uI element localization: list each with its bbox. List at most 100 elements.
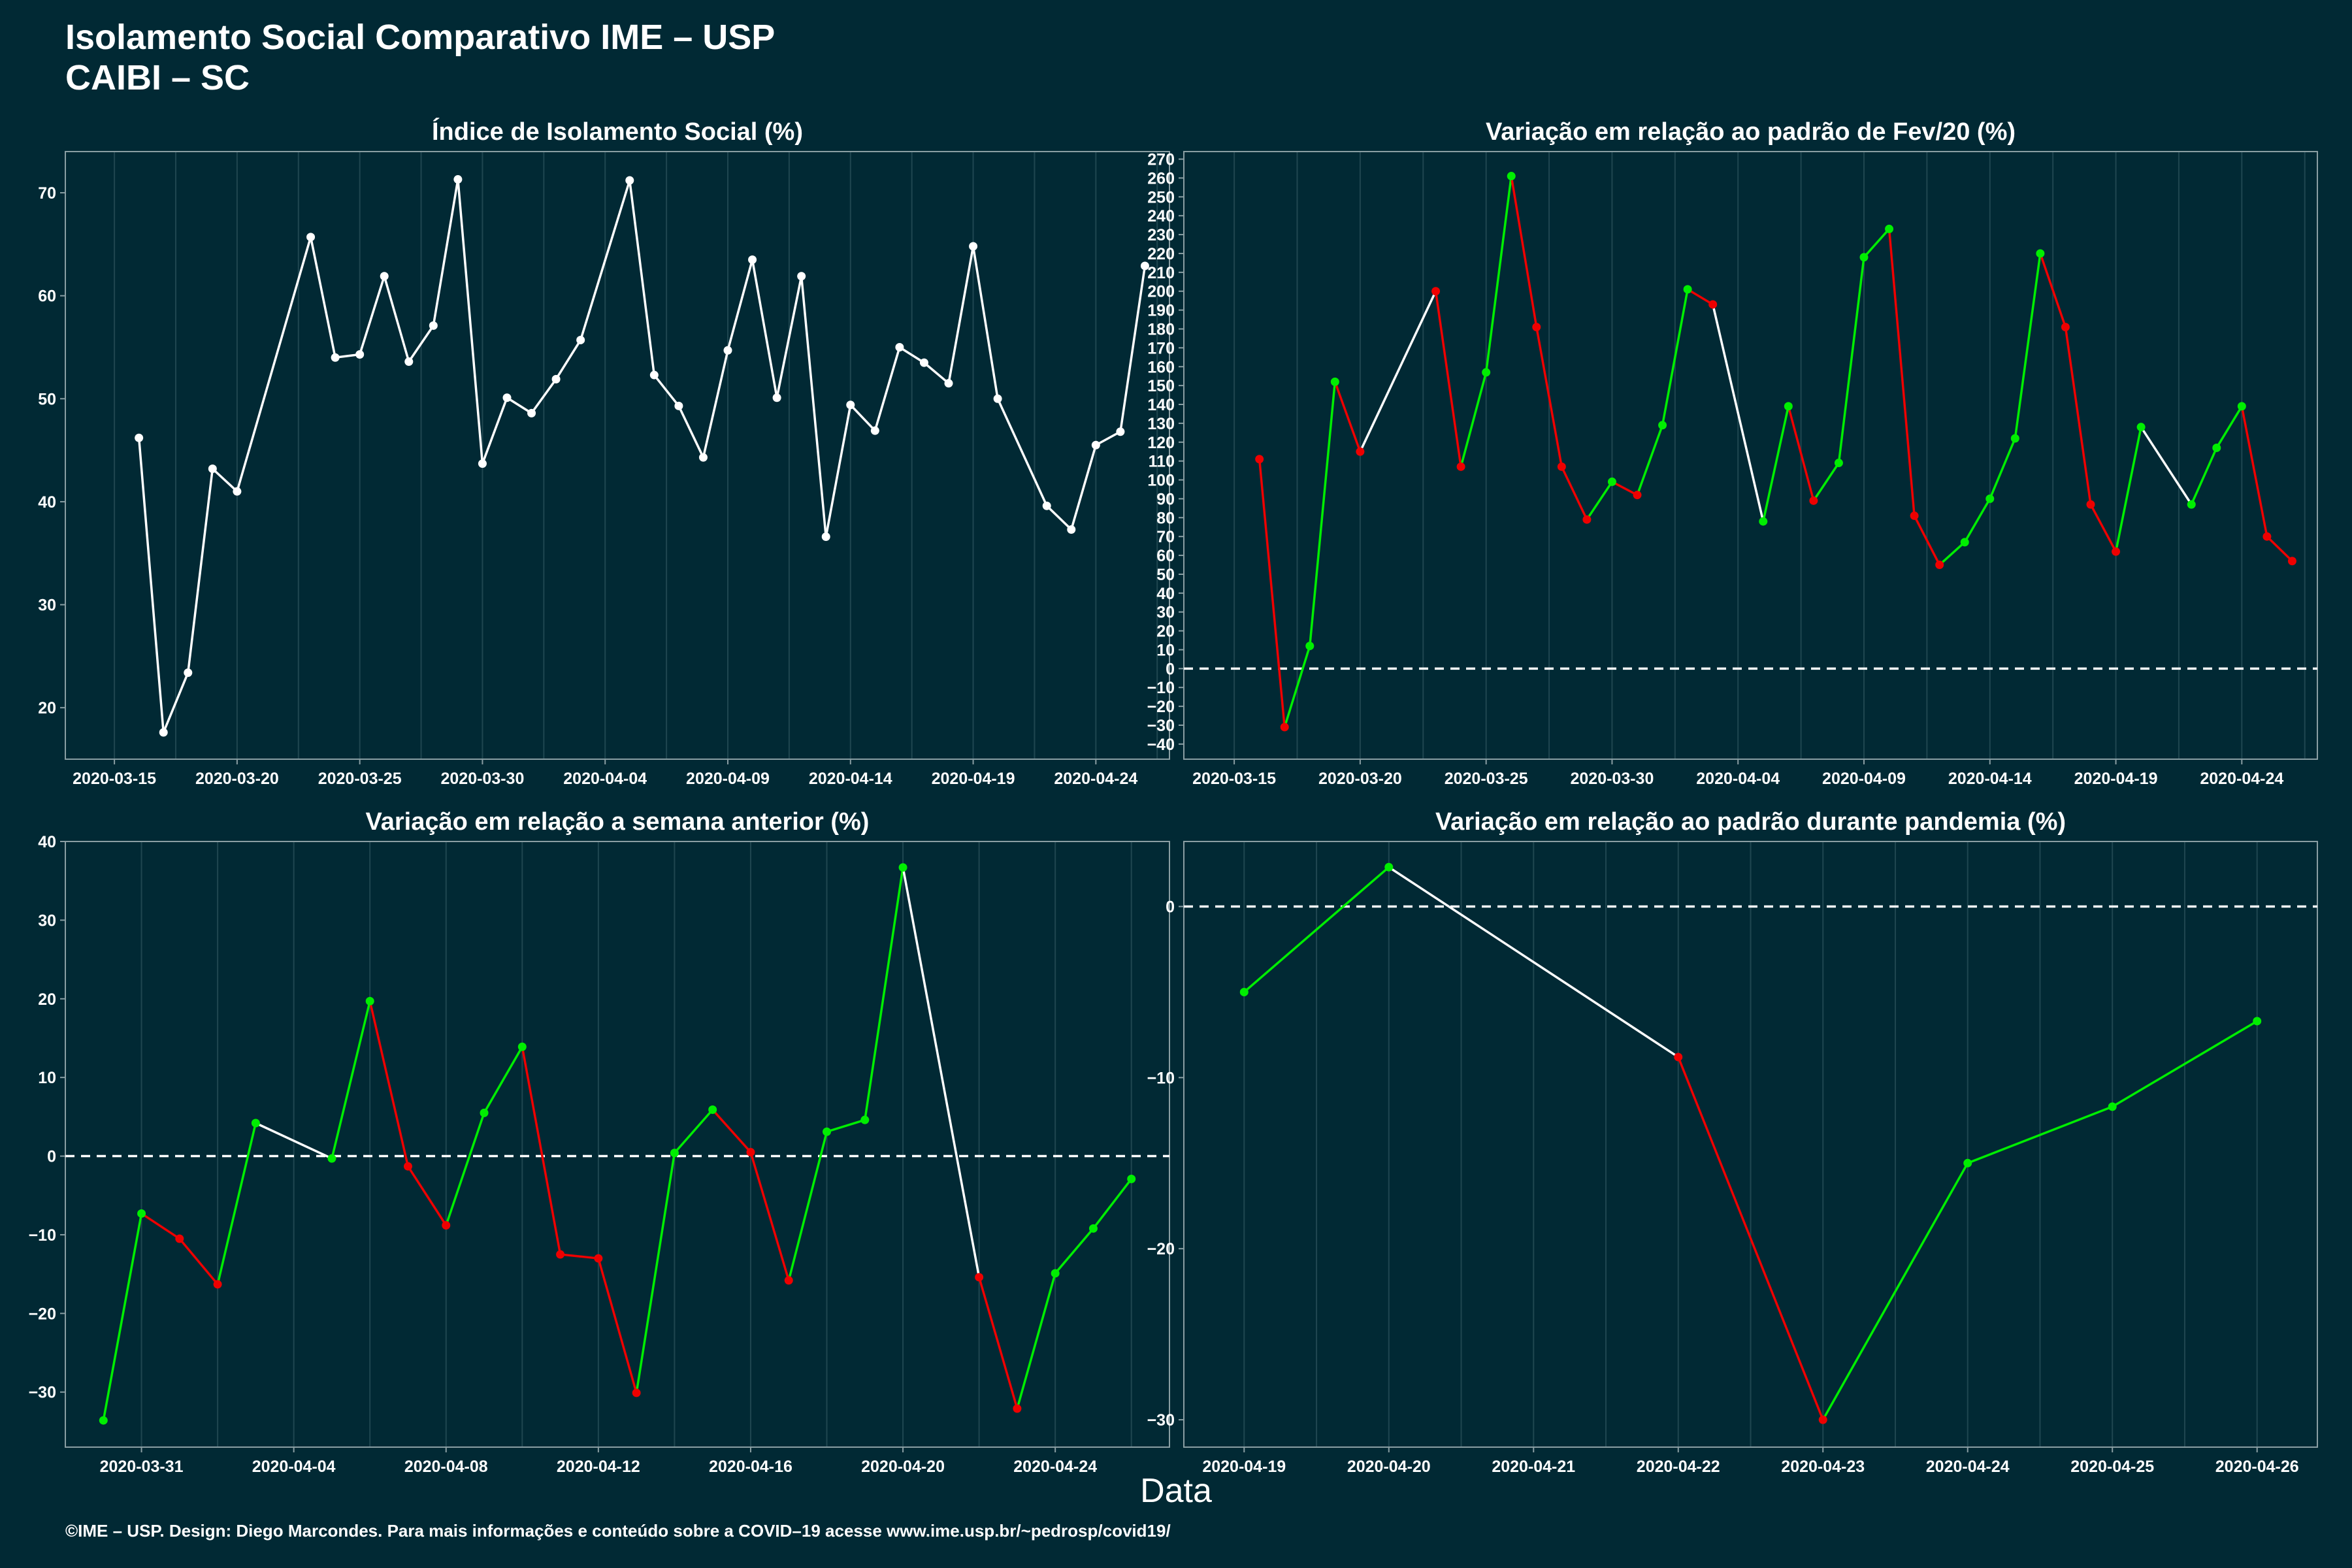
series-segment [1484,176,1512,373]
data-point [594,1254,603,1263]
data-point [478,459,487,468]
x-tick-label: 2020-04-20 [861,1458,945,1476]
data-point [1330,377,1339,386]
x-tick-label: 2020-04-14 [809,770,892,788]
x-tick-label: 2020-04-26 [2215,1458,2299,1476]
series-segment [178,1237,219,1285]
data-point [327,1154,336,1163]
series-segment [1434,291,1462,467]
data-point [502,393,512,402]
data-point [355,350,365,359]
x-tick-label: 2020-03-25 [318,770,402,788]
y-tick-label: 220 [1147,245,1175,263]
series-segment [1837,257,1865,463]
data-point [551,374,561,384]
data-point [453,175,463,184]
data-point [213,1280,222,1289]
data-point [2262,532,2272,541]
data-point [708,1105,717,1115]
series-segment [1258,459,1286,728]
series-segment [331,1000,371,1159]
data-point [674,401,683,410]
data-point [993,394,1002,403]
data-point [649,370,659,380]
data-point [135,433,144,442]
data-point [175,1234,184,1243]
data-point [1985,494,1995,503]
data-point [1960,538,1969,547]
series-segment [506,397,532,414]
data-point [1633,491,1642,500]
series-segment [1333,381,1362,452]
series-segment [2240,406,2268,537]
data-point [556,1250,565,1259]
data-point [2237,402,2246,411]
series-segment [2014,253,2042,439]
data-point [2036,249,2045,258]
series-segment [1070,444,1098,530]
series-segment [874,346,901,431]
series-segment [560,1253,599,1260]
series-segment [902,867,981,1278]
series-segment [1821,1162,1969,1420]
data-point [233,487,242,496]
data-point [429,321,438,330]
series-segment [2112,1020,2258,1108]
data-point [517,1042,527,1051]
data-point [823,1127,832,1136]
y-tick-label: −10 [1147,679,1175,697]
y-tick-label: −30 [1147,717,1175,735]
series-segment [1388,866,1679,1058]
data-point [576,335,585,344]
data-point [404,357,414,367]
y-tick-label: 0 [1166,660,1175,678]
series-segment [800,276,827,537]
data-point [1127,1174,1136,1183]
series-segment [368,1000,410,1167]
data-point [698,453,708,462]
series-segment [1812,462,1840,502]
data-point [1759,517,1768,526]
y-tick-label: 240 [1147,207,1175,225]
data-point [969,242,978,251]
y-tick-label: 20 [38,990,56,1009]
data-point [1859,253,1869,262]
y-tick-label: 40 [38,493,56,512]
series-segment [678,405,705,458]
plot-frame [1183,151,2318,760]
x-tick-label: 2020-03-30 [440,770,524,788]
series-segment [1636,425,1664,496]
y-tick-label: 10 [38,1069,56,1087]
data-point [870,426,879,435]
data-point [1658,421,1667,430]
series-segment [1677,1056,1824,1420]
series-segment [236,237,312,492]
y-tick-label: −20 [1147,698,1175,716]
series-segment [776,276,803,399]
series-segment [2140,426,2193,506]
data-point [975,1273,984,1282]
x-tick-label: 2020-04-16 [709,1458,792,1476]
y-tick-label: 230 [1147,226,1175,244]
y-tick-label: 40 [38,833,56,851]
data-point [1818,1415,1827,1424]
data-point [898,863,907,872]
data-point [723,346,732,355]
data-point [670,1149,679,1158]
series-segment [597,1258,638,1394]
x-tick-label: 2020-04-24 [1926,1458,2010,1476]
y-tick-label: −20 [1147,1240,1175,1258]
y-tick-label: 20 [1156,623,1175,641]
y-tick-label: −10 [29,1226,56,1245]
x-tick-label: 2020-03-20 [195,770,279,788]
x-tick-label: 2020-03-31 [100,1458,184,1476]
series-segment [1046,504,1072,531]
series-segment [1762,406,1790,522]
series-segment [653,374,680,407]
y-tick-label: 0 [47,1148,56,1166]
y-tick-label: 190 [1147,302,1175,320]
y-tick-label: 100 [1147,472,1175,490]
series-segment [162,672,189,733]
y-tick-label: 60 [1156,547,1175,565]
series-segment [826,1119,866,1133]
